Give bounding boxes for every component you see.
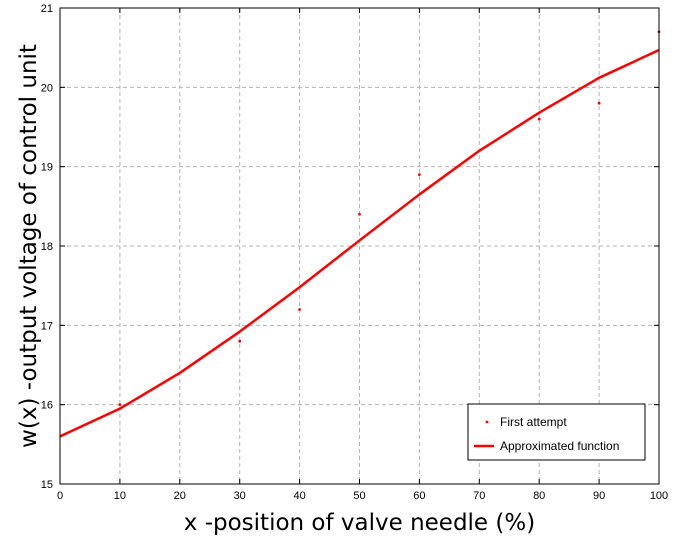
x-tick-label: 100 — [650, 490, 668, 502]
y-tick-label: 17 — [41, 320, 53, 332]
legend-marker-first-attempt — [485, 420, 489, 424]
x-tick-label: 50 — [353, 490, 365, 502]
data-point-first-attempt — [418, 173, 421, 177]
x-axis-title: x -position of valve needle (%) — [184, 510, 535, 536]
grid-lines — [60, 8, 659, 484]
x-tick-labels: 0 10 20 30 40 50 60 70 80 90 100 — [57, 490, 668, 502]
y-tick-label: 18 — [41, 241, 53, 253]
x-tick-label: 30 — [234, 490, 246, 502]
data-point-first-attempt — [537, 117, 541, 121]
x-tick-label: 10 — [114, 490, 126, 502]
x-tick-label: 20 — [174, 490, 186, 502]
x-tick-label: 80 — [533, 490, 545, 502]
data-point-first-attempt — [118, 403, 122, 407]
legend: First attempt Approximated function — [467, 403, 646, 461]
x-tick-label: 40 — [293, 490, 305, 502]
x-tick-label: 60 — [413, 490, 425, 502]
series-layer — [59, 30, 661, 438]
data-point-first-attempt — [238, 339, 242, 343]
legend-label-approximated-function: Approximated function — [500, 439, 619, 453]
legend-label-first-attempt: First attempt — [500, 415, 567, 429]
y-tick-label: 20 — [41, 82, 53, 94]
y-axis-title: w(x) -output voltage of control unit — [16, 44, 42, 448]
y-tick-label: 15 — [41, 479, 53, 491]
data-point-first-attempt — [358, 212, 361, 216]
tick-marks — [59, 7, 660, 485]
y-tick-label: 16 — [41, 400, 53, 412]
x-tick-label: 70 — [473, 490, 485, 502]
legend-box — [467, 403, 646, 461]
x-tick-label: 0 — [57, 490, 63, 502]
y-tick-labels: 15 16 17 18 19 20 21 — [41, 3, 53, 491]
data-point-first-attempt — [298, 308, 301, 311]
data-point-first-attempt — [597, 101, 601, 105]
x-tick-label: 90 — [593, 490, 605, 502]
series-line-approximated-function — [59, 48, 660, 438]
y-tick-label: 19 — [41, 162, 53, 174]
y-tick-label: 21 — [41, 3, 53, 15]
